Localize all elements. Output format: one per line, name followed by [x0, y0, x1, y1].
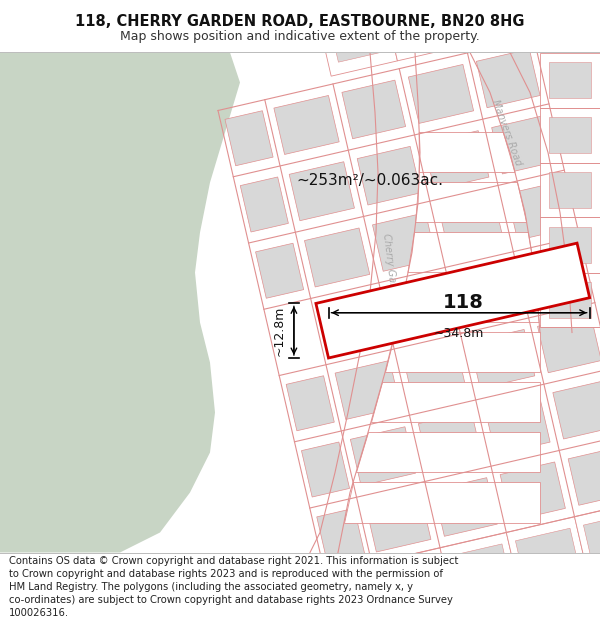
Polygon shape	[274, 96, 339, 154]
Polygon shape	[575, 501, 600, 583]
Polygon shape	[440, 532, 521, 614]
Polygon shape	[549, 172, 591, 208]
Polygon shape	[387, 614, 470, 625]
Polygon shape	[316, 243, 590, 358]
Polygon shape	[371, 382, 540, 423]
Polygon shape	[449, 544, 512, 602]
Polygon shape	[301, 442, 350, 497]
Polygon shape	[540, 162, 600, 217]
Polygon shape	[538, 314, 600, 372]
Polygon shape	[409, 64, 473, 123]
Polygon shape	[372, 548, 455, 625]
Polygon shape	[332, 574, 380, 625]
Text: Manvers Road: Manvers Road	[490, 98, 524, 167]
Polygon shape	[568, 447, 600, 505]
Polygon shape	[398, 282, 539, 322]
Polygon shape	[344, 482, 540, 522]
Polygon shape	[515, 528, 581, 588]
Polygon shape	[549, 62, 591, 98]
Polygon shape	[507, 182, 571, 240]
Polygon shape	[476, 49, 540, 108]
Polygon shape	[540, 107, 600, 162]
Text: to Crown copyright and database rights 2023 and is reproduced with the permissio: to Crown copyright and database rights 2…	[9, 569, 443, 579]
Polygon shape	[418, 411, 482, 470]
Polygon shape	[455, 599, 537, 625]
Polygon shape	[553, 381, 600, 439]
Polygon shape	[470, 329, 535, 388]
Polygon shape	[599, 579, 600, 625]
Polygon shape	[583, 513, 600, 571]
Polygon shape	[350, 427, 416, 486]
Polygon shape	[531, 594, 596, 625]
Polygon shape	[408, 232, 535, 272]
Polygon shape	[434, 478, 497, 536]
Text: ~12.8m: ~12.8m	[273, 306, 286, 356]
Polygon shape	[397, 1, 453, 47]
Polygon shape	[549, 117, 591, 153]
Polygon shape	[342, 80, 406, 139]
Polygon shape	[419, 132, 515, 173]
Polygon shape	[384, 0, 466, 61]
Polygon shape	[356, 432, 540, 472]
Text: 100026316.: 100026316.	[9, 608, 69, 618]
Polygon shape	[289, 162, 355, 221]
Polygon shape	[357, 146, 421, 205]
Polygon shape	[500, 462, 565, 521]
Polygon shape	[381, 559, 446, 618]
Polygon shape	[464, 610, 528, 625]
Polygon shape	[317, 508, 365, 563]
Polygon shape	[540, 217, 600, 272]
Polygon shape	[439, 197, 504, 256]
Polygon shape	[225, 111, 273, 166]
Polygon shape	[521, 583, 600, 625]
Polygon shape	[540, 52, 600, 107]
Polygon shape	[0, 52, 240, 552]
Polygon shape	[470, 52, 572, 332]
Text: HM Land Registry. The polygons (including the associated geometry, namely x, y: HM Land Registry. The polygons (includin…	[9, 582, 413, 592]
Polygon shape	[286, 376, 334, 431]
Text: ~34.8m: ~34.8m	[434, 327, 484, 340]
Polygon shape	[416, 182, 527, 222]
Polygon shape	[424, 131, 489, 189]
Text: Cherry Garden Road: Cherry Garden Road	[381, 232, 403, 332]
Polygon shape	[549, 227, 591, 263]
Polygon shape	[590, 568, 600, 625]
Polygon shape	[485, 396, 550, 455]
Polygon shape	[325, 564, 387, 625]
Polygon shape	[256, 243, 304, 298]
Polygon shape	[335, 361, 400, 419]
Polygon shape	[549, 282, 591, 318]
Polygon shape	[506, 517, 590, 599]
Polygon shape	[540, 272, 600, 328]
Polygon shape	[310, 52, 420, 552]
Text: ~253m²/~0.063ac.: ~253m²/~0.063ac.	[296, 173, 443, 188]
Text: co-ordinates) are subject to Crown copyright and database rights 2023 Ordnance S: co-ordinates) are subject to Crown copyr…	[9, 595, 453, 605]
Polygon shape	[403, 345, 467, 404]
Polygon shape	[240, 177, 289, 232]
Polygon shape	[317, 2, 397, 76]
Polygon shape	[385, 332, 540, 372]
Text: Contains OS data © Crown copyright and database right 2021. This information is : Contains OS data © Crown copyright and d…	[9, 556, 458, 566]
Polygon shape	[365, 493, 431, 552]
Text: 118, CHERRY GARDEN ROAD, EASTBOURNE, BN20 8HG: 118, CHERRY GARDEN ROAD, EASTBOURNE, BN2…	[75, 14, 525, 29]
Polygon shape	[491, 116, 556, 174]
Polygon shape	[304, 228, 370, 287]
Polygon shape	[331, 16, 385, 62]
Text: 118: 118	[442, 293, 483, 312]
Polygon shape	[373, 213, 436, 271]
Text: Map shows position and indicative extent of the property.: Map shows position and indicative extent…	[120, 30, 480, 43]
